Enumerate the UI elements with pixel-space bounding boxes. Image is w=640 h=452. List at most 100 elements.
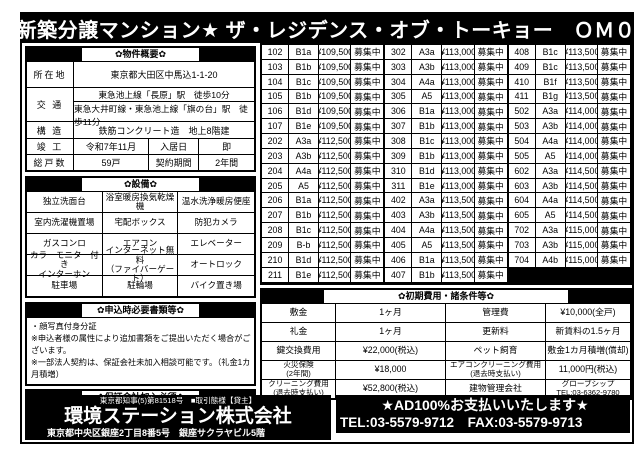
unit-type: A5 <box>535 148 566 164</box>
unit-price: ¥113,000 <box>442 148 475 164</box>
completion-value: 令和7年11月 <box>74 139 149 154</box>
unit-type: B1b <box>289 208 319 224</box>
unit-status: 募集中 <box>597 179 630 194</box>
unit-status: 募集中 <box>351 208 384 224</box>
unit-room: 603 <box>508 178 536 194</box>
unit-price: ¥113,000 <box>442 178 475 194</box>
unit-type: B1b <box>289 89 319 105</box>
unit-room: 402 <box>385 193 413 209</box>
total-units-value: 59戸 <box>74 155 149 170</box>
unit-status: 募集中 <box>474 179 507 194</box>
unit-status: 募集中 <box>597 75 630 90</box>
unit-price: ¥113,500 <box>565 59 598 75</box>
unit-type: B1b <box>289 59 319 75</box>
unit-room: 207 <box>262 208 289 224</box>
unit-room: 206 <box>262 193 289 209</box>
unit-status: 募集中 <box>474 104 507 120</box>
overview-row-structure: 構 造 鉄筋コンクリート造 地上8階建 <box>27 122 254 139</box>
facility-item: エアコン <box>102 234 179 255</box>
unit-room: 405 <box>385 237 413 253</box>
facility-item: 駐輪場 <box>103 276 179 296</box>
unit-type: B1e <box>289 119 319 135</box>
unit-status: 募集中 <box>474 75 507 90</box>
application-box: ✿申込時必要書類等✿ ・顔写真付身分証 ※申込者様の属性により追加書類をご提出いた… <box>25 302 256 387</box>
facility-item: ガスコンロ <box>27 234 103 255</box>
unit-type: A3a <box>412 193 443 209</box>
cost-label: エアコンクリーニング費用 (退去時支払い) <box>446 360 546 380</box>
unit-room: 302 <box>385 45 413 60</box>
unit-status: 募集中 <box>597 45 630 60</box>
header-black-block <box>199 178 254 191</box>
unit-type: A4b <box>535 252 566 268</box>
facility-item: カラーモニター付き インターホン <box>27 250 103 278</box>
unit-price: ¥112,500 <box>319 252 352 268</box>
unit-price: ¥114,000 <box>565 134 598 149</box>
unit-price: ¥113,000 <box>442 59 475 75</box>
cost-label: 敷金 <box>262 303 336 323</box>
header-black-block <box>262 289 324 303</box>
cost-value: 1ヶ月 <box>336 322 446 342</box>
unit-type: B1a <box>412 104 443 120</box>
company-address: 東京都中央区銀座2丁目8番5号 銀座サクラヤビル5階 <box>47 428 266 438</box>
unit-price: ¥109,500 <box>319 104 352 120</box>
unit-price: ¥113,000 <box>442 104 475 120</box>
unit-price: ¥113,000 <box>442 45 475 60</box>
application-line: ※申込者様の属性により追加書類をご提出いただく場合がございます。 <box>31 333 251 355</box>
unit-type: A5 <box>412 89 443 105</box>
unit-room: 605 <box>508 208 536 224</box>
unit-status: 募集中 <box>474 238 507 253</box>
unit-price: ¥113,500 <box>442 252 475 268</box>
facility-item: インターネット無料 （ファイバーゲート） <box>102 245 179 283</box>
header-black-block <box>568 289 630 303</box>
unit-type: B-b <box>289 237 319 253</box>
unit-room: 309 <box>385 148 413 164</box>
unit-price: ¥112,500 <box>319 267 352 283</box>
unit-status: 募集中 <box>351 45 384 60</box>
facility-item: 浴室暖房換気乾燥機 <box>102 192 179 213</box>
unit-type: A3a <box>289 134 319 149</box>
unit-room: 304 <box>385 74 413 90</box>
unit-status: 募集中 <box>474 134 507 149</box>
overview-row-total-units: 総戸数 59戸 契約期間 2年間 <box>27 155 254 170</box>
unit-room: 404 <box>385 223 413 238</box>
right-column: 102B1a¥109,500募集中103B1b¥109,500募集中104B1c… <box>256 43 632 400</box>
unit-price: ¥113,500 <box>442 237 475 253</box>
unit-price: ¥114,500 <box>565 193 598 209</box>
cost-value: ¥18,000 <box>336 360 446 380</box>
facility-item: 駐車場 <box>27 276 103 296</box>
unit-room: 602 <box>508 163 536 179</box>
unit-status: 募集中 <box>351 119 384 135</box>
unit-type: A3b <box>535 119 566 135</box>
unit-status: 募集中 <box>597 208 630 224</box>
unit-room: 104 <box>262 74 289 90</box>
cost-value: 敷金1カ月積増(償却) <box>546 342 630 361</box>
unit-room: 202 <box>262 134 289 149</box>
application-title: ✿申込時必要書類等✿ <box>96 305 185 315</box>
unit-room: 203 <box>262 148 289 164</box>
unit-price: ¥112,500 <box>319 148 352 164</box>
unit-room: 105 <box>262 89 289 105</box>
unit-price: ¥112,500 <box>319 134 352 149</box>
unit-type: A4a <box>535 134 566 149</box>
unit-price: ¥115,000 <box>565 237 598 253</box>
unit-room: 305 <box>385 89 413 105</box>
unit-room: 103 <box>262 59 289 75</box>
overview-row-completion: 竣 工 令和7年11月 入居日 即 <box>27 139 254 155</box>
unit-price: ¥113,500 <box>442 208 475 224</box>
unit-status: 募集中 <box>474 119 507 135</box>
unit-price: ¥113,500 <box>442 193 475 209</box>
contact-block: ★AD100%お支払いいたします★ TEL:03-5579-9712 FAX:0… <box>336 395 630 433</box>
unit-type: A3a <box>412 45 443 60</box>
unit-status: 募集中 <box>597 253 630 268</box>
unit-price: ¥113,500 <box>442 223 475 238</box>
property-overview-title: ✿物件概要✿ <box>114 49 167 59</box>
transport-line-1: 東急池上線「長原」駅 徒歩10分 <box>74 88 254 102</box>
cost-label: ペット飼育 <box>446 341 546 361</box>
unit-price: ¥113,000 <box>442 163 475 179</box>
unit-status: 募集中 <box>351 193 384 209</box>
unit-price: ¥112,500 <box>319 193 352 209</box>
unit-status: 募集中 <box>597 164 630 179</box>
unit-room: 604 <box>508 193 536 209</box>
transport-values: 東急池上線「長原」駅 徒歩10分 東急大井町線・東急池上線「旗の台」駅 徒歩11… <box>74 88 254 127</box>
initial-costs-title: ✿初期費用・諸条件等✿ <box>397 290 495 301</box>
